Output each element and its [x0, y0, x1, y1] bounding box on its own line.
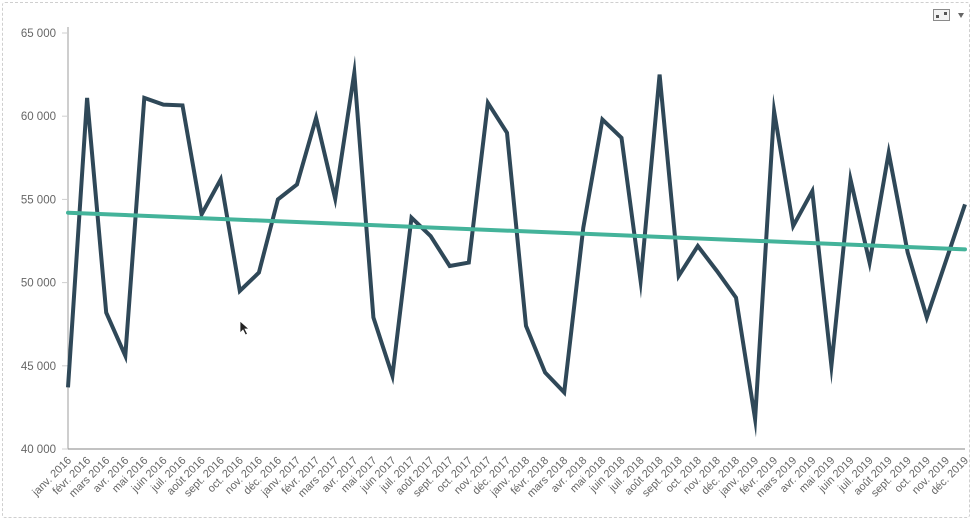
series-line[interactable]	[66, 55, 967, 438]
y-tick-label: 60 000	[21, 111, 56, 123]
chart-container	[2, 2, 970, 518]
y-tick-label: 45 000	[21, 361, 56, 373]
plot-area	[66, 55, 967, 438]
y-tick-label: 40 000	[21, 444, 56, 456]
chart-toolbar	[933, 9, 964, 21]
caret-down-icon[interactable]	[958, 12, 964, 18]
y-tick-label: 65 000	[21, 28, 56, 40]
expand-icon[interactable]	[933, 9, 950, 21]
y-tick-label: 50 000	[21, 278, 56, 290]
y-tick-label: 55 000	[21, 194, 56, 206]
y-axis: 40 000 45 000 50 000 55 000 60 000 65 000	[21, 27, 69, 456]
trend-line[interactable]	[66, 210, 967, 252]
mouse-cursor-icon	[239, 320, 251, 336]
